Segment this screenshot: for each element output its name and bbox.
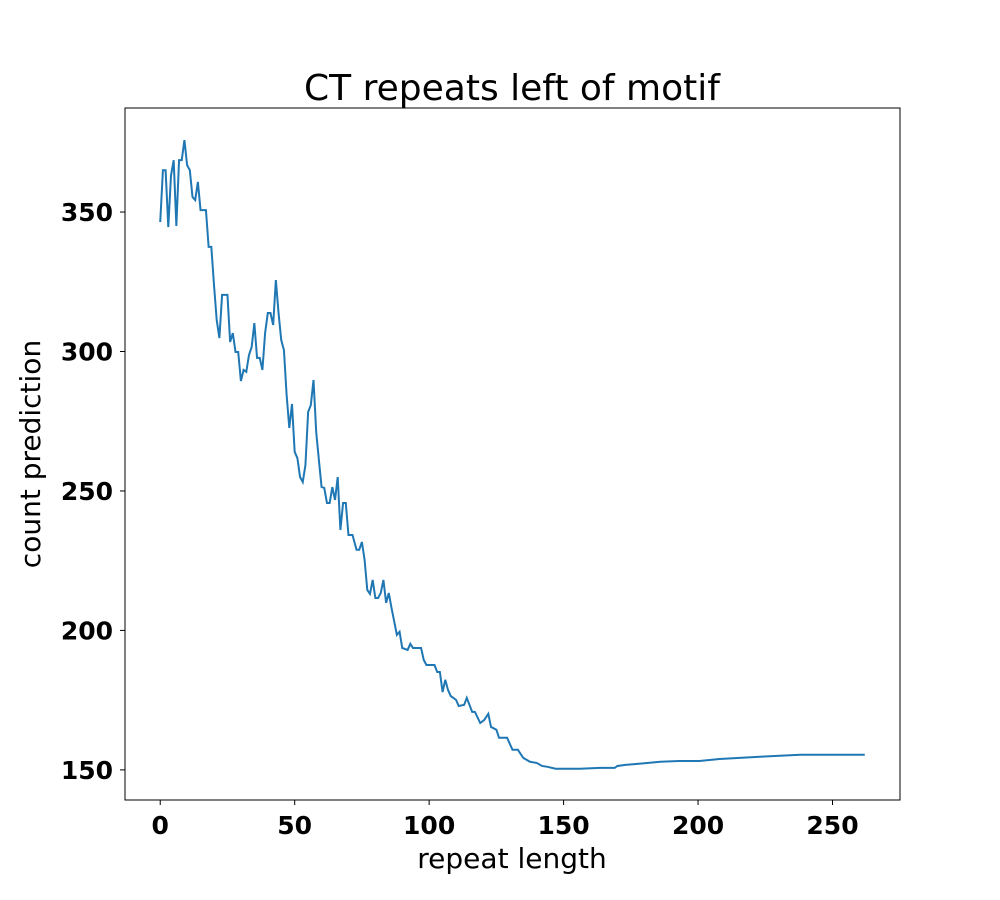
y-tick-label: 300 (61, 337, 113, 366)
y-tick-label: 150 (61, 756, 113, 785)
data-line (159, 139, 865, 770)
axes-frame (124, 107, 901, 801)
x-tick-label: 200 (672, 811, 724, 840)
x-axis-label: repeat length (417, 842, 606, 875)
x-tick-label: 50 (277, 811, 312, 840)
x-tick-label: 250 (806, 811, 858, 840)
chart-title: CT repeats left of motif (304, 68, 721, 109)
y-tick-label: 200 (61, 616, 113, 645)
y-tick-label: 350 (61, 198, 113, 227)
x-tick-label: 0 (152, 811, 169, 840)
x-tick-label: 100 (403, 811, 455, 840)
x-tick-label: 150 (537, 811, 589, 840)
y-tick-label: 250 (61, 477, 113, 506)
y-axis-label: count prediction (14, 340, 47, 568)
